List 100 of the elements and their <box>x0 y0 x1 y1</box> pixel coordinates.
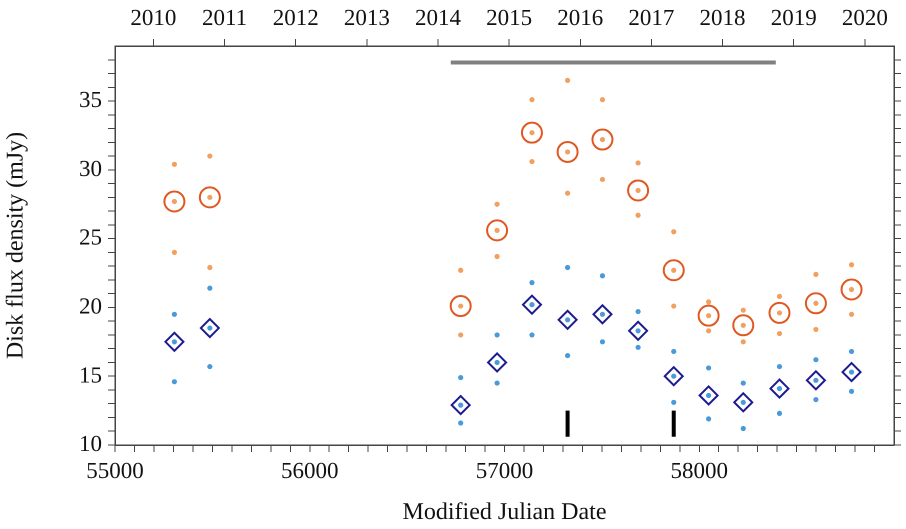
point <box>458 420 464 426</box>
point <box>494 380 500 386</box>
y-tick-label: 25 <box>79 224 102 250</box>
point <box>813 357 819 362</box>
point <box>494 332 500 338</box>
point <box>458 268 464 273</box>
y-tick-label: 35 <box>79 87 102 112</box>
x2-tick-label: 2019 <box>770 5 817 30</box>
point <box>172 379 177 384</box>
point <box>706 299 712 305</box>
x2-tick-label: 2018 <box>700 5 746 30</box>
point <box>565 352 570 358</box>
y-tick-label: 10 <box>79 431 102 456</box>
point <box>733 392 754 412</box>
x2-tick-label: 2010 <box>130 5 176 30</box>
point <box>806 370 826 390</box>
point <box>200 318 220 338</box>
point <box>207 264 212 270</box>
point <box>662 259 685 282</box>
point <box>671 348 676 354</box>
point <box>776 294 782 300</box>
point <box>671 268 676 273</box>
point <box>565 78 570 83</box>
point <box>776 364 782 370</box>
point <box>207 286 212 291</box>
point <box>494 202 500 207</box>
point <box>848 348 854 354</box>
point <box>740 380 746 386</box>
point <box>172 162 177 167</box>
point <box>172 250 177 255</box>
y-tick-label: 30 <box>79 156 102 181</box>
point <box>848 388 854 394</box>
point <box>565 264 570 270</box>
point <box>487 352 508 372</box>
point <box>671 400 676 405</box>
x2-tick-label: 2015 <box>486 5 532 30</box>
x2-tick-label: 2012 <box>272 5 319 30</box>
y-tick-label: 20 <box>79 293 102 318</box>
point <box>636 308 641 314</box>
x2-tick-label: 2017 <box>628 5 674 30</box>
point <box>813 272 819 277</box>
point <box>636 160 641 166</box>
point <box>740 308 746 313</box>
point <box>732 314 754 336</box>
point <box>591 128 614 151</box>
point <box>164 332 184 352</box>
point <box>450 395 471 416</box>
x2-tick-label: 2013 <box>344 5 390 30</box>
point <box>172 312 177 317</box>
point <box>776 410 782 416</box>
x2-tick-label: 2014 <box>414 5 462 30</box>
x-axis-title: Modified Julian Date <box>402 498 606 525</box>
point <box>207 153 212 159</box>
y-tick-label: 15 <box>79 362 102 388</box>
point <box>600 176 606 182</box>
point <box>600 273 606 278</box>
point <box>769 378 790 399</box>
x2-tick-label: 2016 <box>557 5 604 30</box>
point <box>706 328 712 334</box>
point <box>698 385 719 406</box>
point <box>207 194 212 200</box>
point <box>600 97 606 102</box>
y-axis-title: Disk flux density (mJy) <box>2 132 29 360</box>
point <box>671 303 676 309</box>
point <box>565 190 570 196</box>
point <box>486 219 508 242</box>
point <box>207 364 212 370</box>
x2-tick-label: 2011 <box>202 5 248 30</box>
point <box>529 97 535 102</box>
point <box>628 320 648 341</box>
point <box>706 313 712 318</box>
x2-tick-label: 2020 <box>842 5 888 30</box>
point <box>740 339 746 344</box>
x-tick-label: 55000 <box>86 458 144 483</box>
point <box>804 292 827 314</box>
point <box>558 310 578 330</box>
point <box>450 295 472 318</box>
x-tick-label: 57000 <box>476 458 534 483</box>
point <box>458 374 464 380</box>
point <box>592 304 612 324</box>
point <box>198 186 221 208</box>
point <box>842 362 862 382</box>
point <box>529 280 535 286</box>
point <box>698 304 720 327</box>
point <box>627 179 650 202</box>
point <box>636 344 641 350</box>
point <box>529 332 535 338</box>
point <box>520 122 543 144</box>
point <box>848 312 854 317</box>
point <box>458 332 464 338</box>
point <box>664 366 684 386</box>
point <box>494 228 500 233</box>
point <box>163 190 186 212</box>
point <box>813 326 819 332</box>
point <box>740 322 746 328</box>
point <box>840 278 863 301</box>
point <box>740 426 746 432</box>
point <box>636 212 641 218</box>
point <box>706 365 712 371</box>
point <box>494 254 500 260</box>
